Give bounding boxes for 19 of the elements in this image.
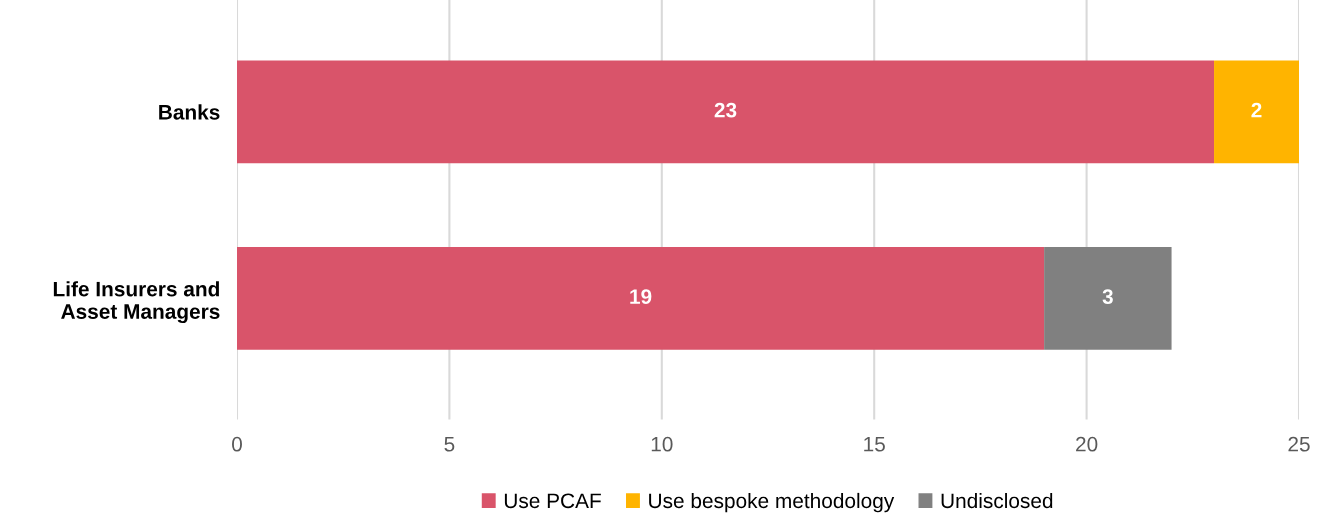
data-label: 19 xyxy=(630,289,652,304)
y-tick-label: Banks xyxy=(159,104,220,120)
x-tick-label: 15 xyxy=(864,437,885,452)
y-tick-label: Life Insurers and Asset Managers xyxy=(53,281,220,324)
x-tick-label: 10 xyxy=(651,436,673,452)
legend-label: Use PCAF xyxy=(504,493,601,509)
bar xyxy=(1044,247,1172,350)
bar xyxy=(237,247,1045,350)
bar xyxy=(237,60,1215,164)
legend-label: Undisclosed xyxy=(941,492,1053,509)
legend-label: Use bespoke methodology xyxy=(649,492,895,513)
data-label: 2 xyxy=(1251,102,1262,118)
data-label: 23 xyxy=(714,102,737,118)
data-label: 3 xyxy=(1102,289,1113,304)
x-tick-label: 20 xyxy=(1076,436,1098,452)
bar xyxy=(1214,60,1299,164)
x-tick-label: 25 xyxy=(1288,436,1310,452)
x-tick-label: 0 xyxy=(232,436,242,452)
x-tick-label: 5 xyxy=(444,437,455,452)
